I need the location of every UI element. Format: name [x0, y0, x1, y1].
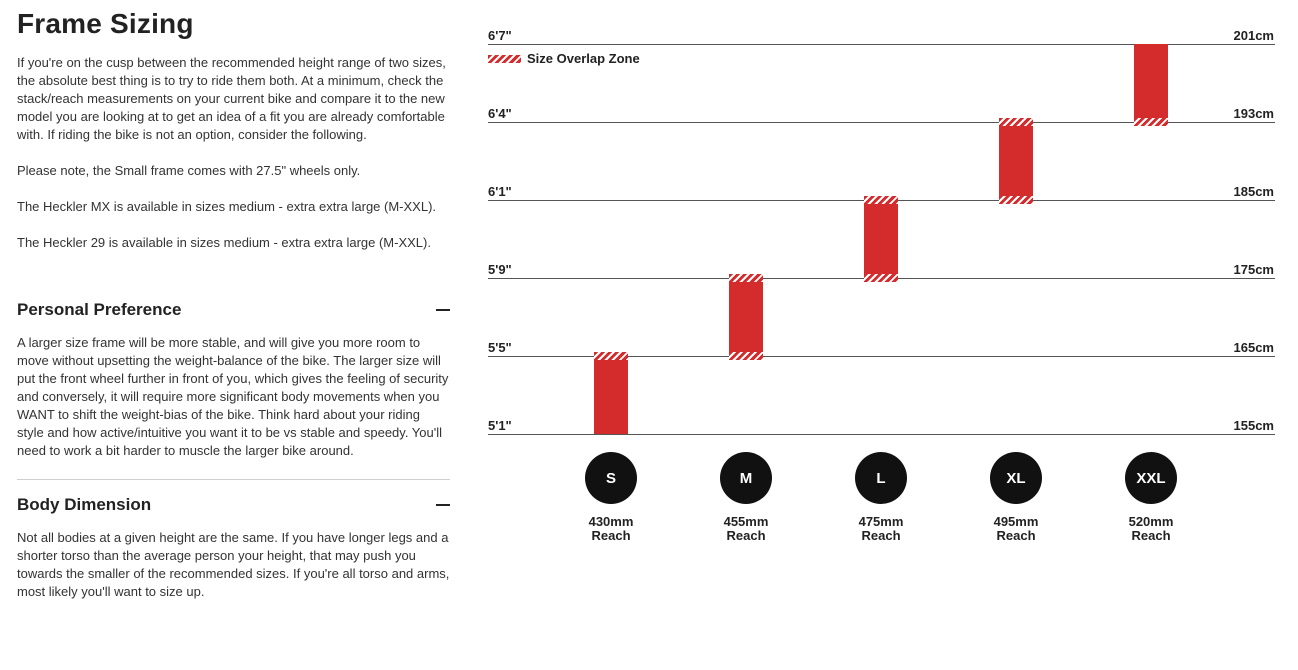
reach-caption: Reach [1131, 528, 1171, 543]
reach-value: 495mm [993, 514, 1039, 529]
reach-caption: Reach [726, 528, 766, 543]
section-title: Body Dimension [17, 495, 152, 514]
gridline [488, 434, 1275, 435]
overlap-swatch-icon [488, 54, 521, 63]
reach-label: 430mm Reach [561, 515, 661, 543]
height-ft-label: 5'5" [488, 340, 512, 355]
collapse-icon[interactable] [436, 504, 450, 506]
size-range-bar [864, 196, 898, 282]
overlap-zone [999, 196, 1033, 204]
intro-paragraph: If you're on the cusp between the recomm… [17, 55, 446, 142]
size-range-bar [1134, 44, 1168, 126]
height-cm-label: 201cm [1233, 28, 1274, 43]
size-range-bar [729, 274, 763, 360]
heckler-29-note: The Heckler 29 is available in sizes med… [17, 235, 431, 250]
gridline [488, 122, 1275, 123]
reach-value: 475mm [858, 514, 904, 529]
personal-preference-body: A larger size frame will be more stable,… [17, 335, 449, 458]
gridline [488, 44, 1275, 45]
height-cm-label: 175cm [1233, 262, 1274, 277]
size-badge-s: S [585, 452, 637, 504]
small-frame-note: Please note, the Small frame comes with … [17, 163, 361, 178]
reach-caption: Reach [996, 528, 1036, 543]
height-cm-label: 155cm [1233, 418, 1274, 433]
reach-value: 455mm [723, 514, 769, 529]
heckler-mx-note: The Heckler MX is available in sizes med… [17, 199, 437, 214]
frame-sizing-panel: Frame Sizing If you're on the cusp betwe… [17, 0, 450, 601]
reach-value: 520mm [1128, 514, 1174, 529]
overlap-zone [729, 352, 763, 360]
legend-label: Size Overlap Zone [527, 51, 640, 66]
size-badge-m: M [720, 452, 772, 504]
section-title: Personal Preference [17, 300, 182, 319]
reach-caption: Reach [591, 528, 631, 543]
page-title: Frame Sizing [17, 8, 194, 39]
overlap-zone [594, 352, 628, 360]
overlap-zone [864, 274, 898, 282]
reach-caption: Reach [861, 528, 901, 543]
personal-preference-header[interactable]: Personal Preference [17, 300, 450, 320]
legend: Size Overlap Zone [488, 51, 640, 66]
size-badge-xl: XL [990, 452, 1042, 504]
overlap-zone [864, 196, 898, 204]
collapse-icon[interactable] [436, 309, 450, 311]
section-divider [17, 479, 450, 480]
height-ft-label: 5'1" [488, 418, 512, 433]
height-cm-label: 185cm [1233, 184, 1274, 199]
reach-label: 455mm Reach [696, 515, 796, 543]
height-cm-label: 165cm [1233, 340, 1274, 355]
reach-label: 475mm Reach [831, 515, 931, 543]
size-range-bar [594, 352, 628, 434]
reach-value: 430mm [588, 514, 634, 529]
gridline [488, 356, 1275, 357]
body-dimension-body: Not all bodies at a given height are the… [17, 530, 450, 599]
size-badge-l: L [855, 452, 907, 504]
overlap-zone [729, 274, 763, 282]
height-ft-label: 6'7" [488, 28, 512, 43]
height-ft-label: 5'9" [488, 262, 512, 277]
overlap-zone [1134, 118, 1168, 126]
overlap-zone [999, 118, 1033, 126]
size-range-bar [999, 118, 1033, 204]
height-ft-label: 6'4" [488, 106, 512, 121]
height-ft-label: 6'1" [488, 184, 512, 199]
body-dimension-header[interactable]: Body Dimension [17, 495, 450, 515]
height-cm-label: 193cm [1233, 106, 1274, 121]
reach-label: 495mm Reach [966, 515, 1066, 543]
reach-label: 520mm Reach [1101, 515, 1201, 543]
size-badge-xxl: XXL [1125, 452, 1177, 504]
